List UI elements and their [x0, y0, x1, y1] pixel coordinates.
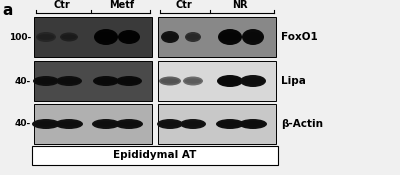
Text: Ctr: Ctr	[176, 0, 192, 10]
Ellipse shape	[38, 34, 54, 40]
Ellipse shape	[34, 121, 58, 127]
Ellipse shape	[35, 78, 57, 84]
Ellipse shape	[94, 121, 118, 127]
Ellipse shape	[183, 76, 203, 86]
Ellipse shape	[161, 78, 179, 84]
Ellipse shape	[185, 32, 201, 42]
Ellipse shape	[220, 32, 240, 42]
Ellipse shape	[240, 75, 266, 87]
Ellipse shape	[218, 121, 242, 127]
Ellipse shape	[244, 32, 262, 42]
Ellipse shape	[92, 119, 120, 129]
Ellipse shape	[161, 31, 179, 43]
Bar	[158, 104, 276, 144]
Bar	[32, 146, 278, 165]
Text: Lipa: Lipa	[281, 76, 306, 86]
Ellipse shape	[180, 119, 206, 129]
Text: 40-: 40-	[15, 76, 31, 86]
Ellipse shape	[239, 119, 267, 129]
Text: 100-: 100-	[9, 33, 31, 41]
Text: NR: NR	[232, 0, 248, 10]
Ellipse shape	[94, 29, 118, 45]
Ellipse shape	[115, 119, 143, 129]
Ellipse shape	[116, 76, 142, 86]
Ellipse shape	[61, 34, 77, 40]
Ellipse shape	[96, 32, 116, 42]
Ellipse shape	[60, 33, 78, 41]
Ellipse shape	[217, 75, 243, 87]
Ellipse shape	[186, 34, 200, 40]
Ellipse shape	[159, 76, 181, 86]
Ellipse shape	[241, 121, 265, 127]
Ellipse shape	[118, 30, 140, 44]
Ellipse shape	[157, 119, 183, 129]
Text: 40-: 40-	[15, 120, 31, 128]
Bar	[158, 61, 276, 101]
Ellipse shape	[117, 121, 141, 127]
Ellipse shape	[57, 121, 81, 127]
Bar	[34, 61, 152, 101]
Ellipse shape	[93, 76, 119, 86]
Ellipse shape	[162, 33, 178, 41]
Text: Epididymal AT: Epididymal AT	[113, 150, 197, 160]
Ellipse shape	[32, 119, 60, 129]
Ellipse shape	[216, 119, 244, 129]
Ellipse shape	[33, 76, 59, 86]
Bar	[158, 17, 276, 57]
Ellipse shape	[242, 77, 264, 85]
Ellipse shape	[58, 78, 80, 84]
Ellipse shape	[159, 121, 181, 127]
Text: Metf: Metf	[110, 0, 134, 10]
Ellipse shape	[218, 29, 242, 45]
Ellipse shape	[118, 78, 140, 84]
Ellipse shape	[95, 78, 117, 84]
Text: a: a	[2, 3, 12, 18]
Ellipse shape	[55, 119, 83, 129]
Text: β-Actin: β-Actin	[281, 119, 323, 129]
Text: FoxO1: FoxO1	[281, 32, 318, 42]
Ellipse shape	[182, 121, 204, 127]
Ellipse shape	[219, 77, 241, 85]
Ellipse shape	[36, 32, 56, 42]
Ellipse shape	[184, 78, 202, 84]
Bar	[34, 104, 152, 144]
Bar	[34, 17, 152, 57]
Ellipse shape	[120, 33, 138, 41]
Ellipse shape	[56, 76, 82, 86]
Ellipse shape	[242, 29, 264, 45]
Text: Ctr: Ctr	[54, 0, 70, 10]
